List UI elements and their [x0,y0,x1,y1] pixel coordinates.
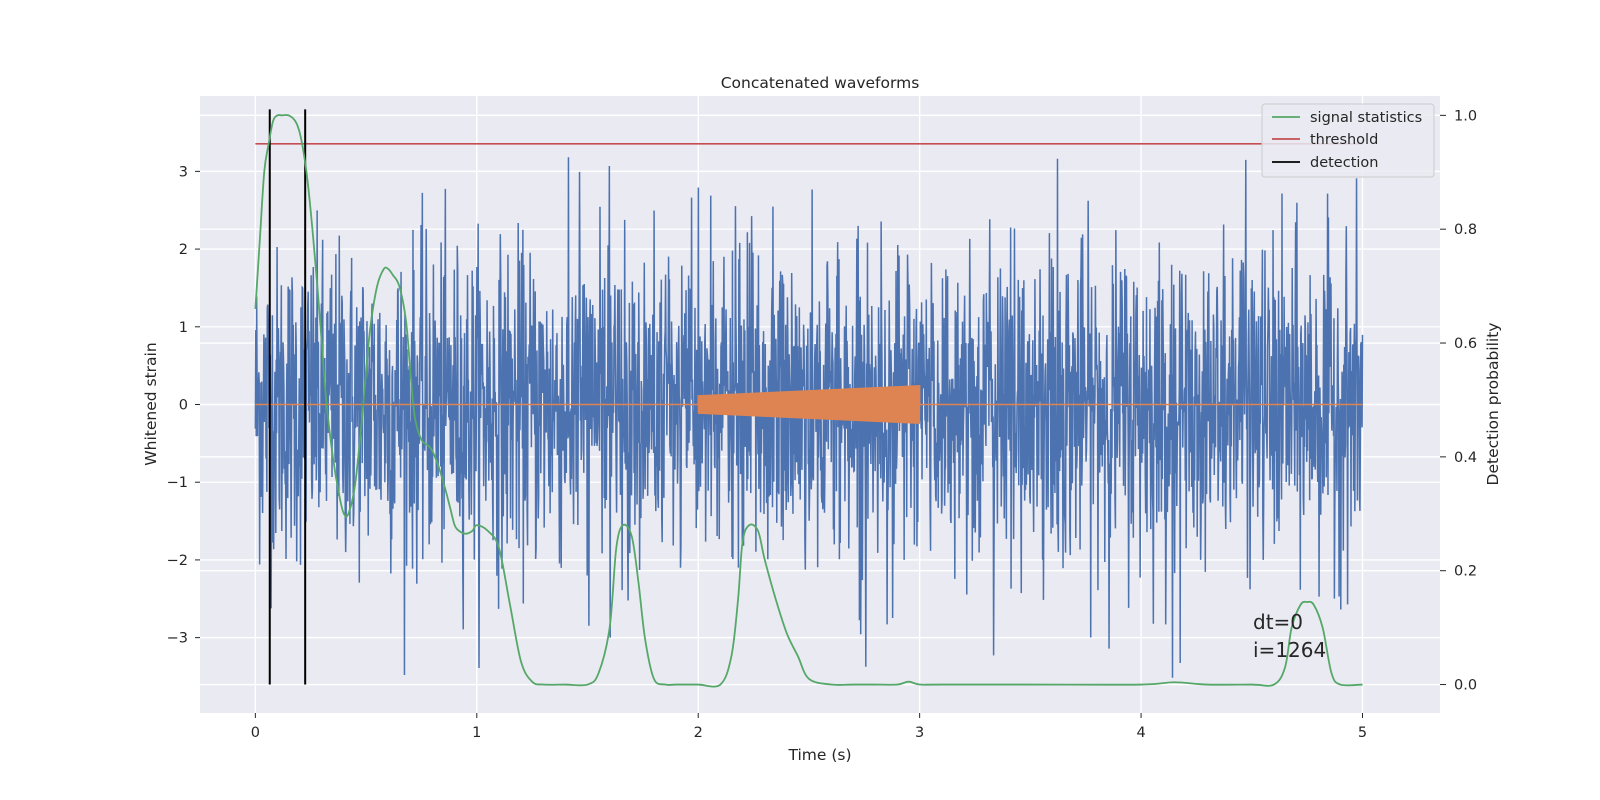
legend-label-detection: detection [1310,155,1378,171]
chart-title: Concatenated waveforms [721,74,920,92]
x-tick-label-2: 2 [694,725,703,741]
y2-tick-label-0: 0.0 [1454,678,1477,694]
y-tick-label-5: 2 [179,242,188,258]
legend-label-threshold: threshold [1310,132,1378,148]
y-tick-label-2: −1 [167,475,188,491]
x-tick-label-3: 3 [915,725,924,741]
y2-tick-label-4: 0.8 [1454,222,1477,238]
y-tick-label-3: 0 [179,398,188,414]
x-tick-label-0: 0 [251,725,260,741]
y2-axis-label: Detection probability [1484,323,1502,486]
annotation-dt: dt=0 [1253,610,1303,634]
y-tick-label-1: −2 [167,553,188,569]
noise-series [254,157,1364,678]
y-tick-label-6: 3 [179,164,188,180]
y2-tick-label-1: 0.2 [1454,564,1477,580]
noise-line [254,157,1364,678]
signal-statistics-line [254,114,1363,688]
legend: signal statistics threshold detection [1261,103,1435,178]
y2-tick-label-3: 0.6 [1454,336,1477,352]
y2-tick-label-2: 0.4 [1454,450,1477,466]
overlay-series [254,109,1363,688]
x-axis-label: Time (s) [787,746,851,764]
injected-signal-series [255,385,1363,424]
legend-label-signal-statistics: signal statistics [1310,110,1422,126]
axis-ticks: 0 1 2 3 4 5 −3 −2 −1 0 1 2 3 0.0 0.2 0.4 0.6 0.8 1.0 [167,108,1477,741]
annotation-index: i=1264 [1253,638,1326,662]
y-tick-label-4: 1 [179,320,188,336]
legend-box [1261,103,1435,178]
y-axis-label: Whitened strain [142,342,160,465]
x-tick-label-5: 5 [1358,725,1367,741]
x-tick-label-4: 4 [1136,725,1145,741]
injected-signal-line [255,385,1363,424]
y2-tick-label-5: 1.0 [1454,108,1477,124]
x-tick-label-1: 1 [472,725,481,741]
y-tick-label-0: −3 [167,631,188,647]
